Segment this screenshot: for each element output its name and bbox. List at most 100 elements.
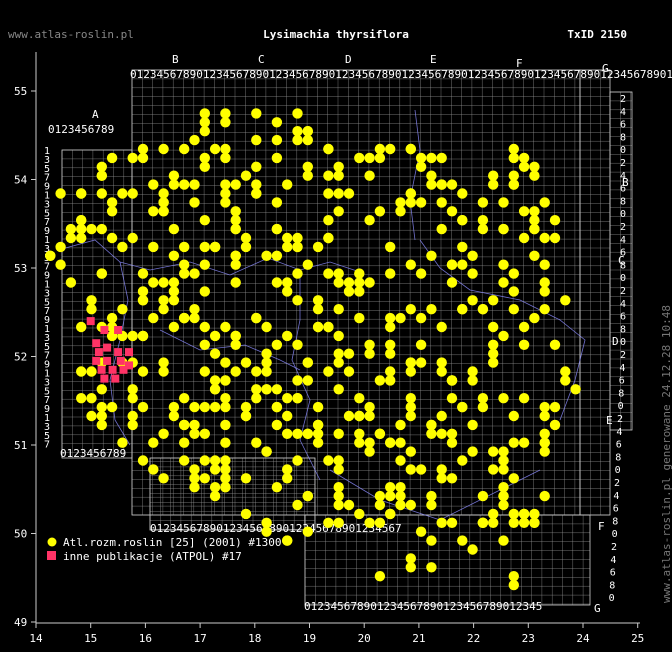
grid-letter-right: D — [612, 335, 619, 348]
record-dot-atlas — [209, 464, 221, 475]
record-dot-atlas — [426, 499, 437, 511]
record-dot-atlas — [199, 455, 210, 466]
record-dot-atlas — [374, 490, 386, 502]
grid-digit-left: 9 — [44, 404, 50, 415]
record-dot-atlas — [498, 277, 509, 288]
record-dot-atlas — [189, 401, 200, 413]
legend-marker-square — [47, 551, 56, 560]
record-dot-atlas — [518, 393, 530, 404]
record-dot-atlas — [76, 188, 87, 199]
record-dot-atlas — [364, 348, 375, 359]
x-tick-label: 16 — [139, 632, 152, 645]
grid-block-outline — [609, 91, 633, 431]
record-dot-atlas — [374, 517, 386, 528]
record-dot-atlas — [106, 152, 118, 164]
record-dot-atlas — [354, 410, 365, 422]
y-tick-label: 55 — [14, 85, 27, 98]
record-dot-atlas — [158, 304, 169, 315]
record-dot-atlas — [395, 455, 406, 466]
record-dot-atlas — [343, 286, 355, 297]
record-dot-atlas — [292, 268, 303, 279]
x-tick-label: 17 — [193, 632, 206, 645]
record-dot-atlas — [179, 143, 190, 155]
record-dot-atlas — [549, 232, 561, 244]
record-square-atpol — [100, 374, 109, 383]
record-dot-atlas — [436, 517, 447, 528]
record-dot-atlas — [189, 268, 200, 279]
record-square-atpol — [103, 343, 112, 352]
record-dot-atlas — [189, 419, 200, 431]
record-dot-atlas — [55, 241, 66, 253]
grid-digit-left: 1 — [44, 280, 50, 291]
record-dot-atlas — [312, 437, 324, 448]
grid-digit-left: 7 — [44, 173, 50, 184]
x-tick-label: 19 — [303, 632, 316, 645]
record-dot-atlas — [45, 250, 56, 261]
record-dot-atlas — [168, 401, 180, 413]
record-dot-atlas — [488, 357, 499, 368]
record-dot-atlas — [446, 277, 458, 288]
record-dot-atlas — [477, 223, 489, 235]
record-dot-atlas — [343, 348, 355, 359]
x-tick-label: 20 — [358, 632, 371, 645]
record-dot-atlas — [539, 304, 550, 315]
record-dot-atlas — [364, 517, 375, 528]
grid-digit-right: 0 — [615, 465, 621, 476]
record-dot-atlas — [199, 215, 210, 226]
record-dot-atlas — [333, 517, 344, 528]
record-dot-atlas — [209, 375, 221, 386]
record-dot-atlas — [137, 152, 149, 164]
record-dot-atlas — [374, 571, 386, 582]
record-dot-atlas — [282, 535, 293, 546]
record-dot-atlas — [446, 517, 458, 528]
record-dot-atlas — [209, 401, 221, 413]
record-dot-atlas — [323, 517, 334, 528]
record-dot-atlas — [302, 126, 313, 137]
grid-digits-a: 0123456789 — [48, 123, 114, 136]
record-dot-atlas — [96, 419, 108, 431]
record-dot-atlas — [446, 375, 458, 386]
record-dot-atlas — [405, 259, 416, 270]
record-dot-atlas — [179, 268, 190, 279]
record-dot-atlas — [560, 366, 571, 377]
record-dot-atlas — [529, 517, 540, 528]
record-dot-atlas — [415, 339, 427, 350]
grid-digit-right: 6 — [613, 504, 619, 515]
record-dot-atlas — [405, 143, 416, 155]
record-dot-atlas — [395, 482, 406, 493]
river — [57, 239, 361, 276]
record-dot-atlas — [395, 312, 406, 324]
record-dot-atlas — [292, 241, 303, 253]
record-dot-atlas — [199, 339, 210, 350]
record-dot-atlas — [55, 188, 66, 199]
record-dot-atlas — [364, 437, 375, 448]
record-dot-atlas — [508, 579, 519, 591]
record-dot-atlas — [106, 206, 118, 217]
record-dot-atlas — [343, 366, 355, 377]
grid-digit-left: 1 — [44, 235, 50, 246]
record-dot-atlas — [271, 250, 283, 261]
record-dot-atlas — [354, 428, 365, 439]
record-dot-atlas — [539, 232, 550, 244]
record-dot-atlas — [467, 366, 478, 377]
record-dot-atlas — [251, 384, 262, 395]
record-dot-atlas — [199, 473, 210, 484]
record-dot-atlas — [364, 410, 375, 422]
record-dot-atlas — [137, 286, 149, 297]
grid-digits-top: 0123456789012345678901234567890123456789… — [130, 68, 672, 81]
record-dot-atlas — [168, 277, 180, 288]
record-dot-atlas — [395, 197, 406, 208]
record-dot-atlas — [488, 348, 499, 359]
record-dot-atlas — [426, 490, 437, 502]
record-dot-atlas — [168, 410, 180, 422]
record-dot-atlas — [86, 223, 97, 235]
grid-letter-right: C — [618, 254, 625, 267]
grid-letter-top: G — [602, 62, 609, 75]
record-dot-atlas — [467, 295, 478, 306]
record-dot-atlas — [374, 499, 386, 511]
grid-digit-left: 7 — [44, 351, 50, 362]
record-square-atpol — [125, 348, 133, 357]
record-square-atpol — [100, 326, 109, 334]
record-dot-atlas — [271, 419, 283, 431]
